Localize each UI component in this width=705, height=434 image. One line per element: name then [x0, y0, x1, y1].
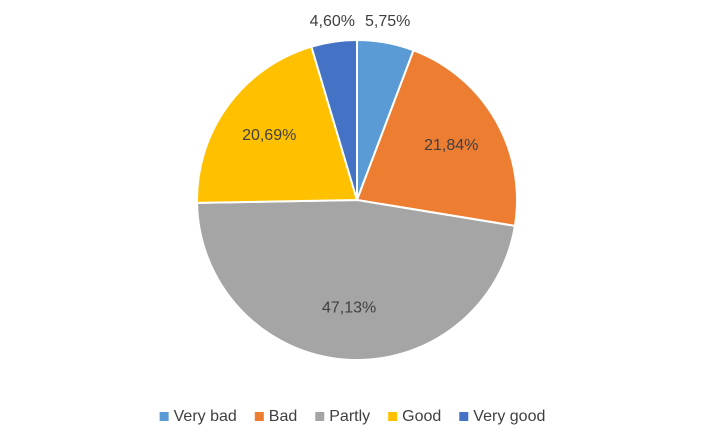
legend-swatch — [388, 412, 398, 421]
data-label: 47,13% — [322, 300, 376, 317]
legend: Very bad Bad Partly Good Very good — [159, 408, 545, 425]
legend-swatch — [254, 412, 264, 421]
legend-swatch — [459, 412, 469, 421]
data-label: 20,69% — [242, 127, 296, 144]
legend-label: Bad — [269, 408, 297, 425]
legend-label: Partly — [329, 408, 370, 425]
pie-slice — [196, 45, 359, 204]
data-label: 4,60% — [310, 13, 355, 30]
legend-swatch — [315, 412, 325, 421]
pie-slice — [355, 49, 518, 228]
legend-label: Very bad — [174, 408, 237, 425]
data-label: 5,75% — [365, 13, 410, 30]
data-label: 21,84% — [424, 137, 478, 154]
pie-slice — [310, 38, 358, 201]
legend-label: Good — [402, 408, 441, 425]
legend-label: Very good — [473, 408, 545, 425]
pie-slice — [196, 198, 517, 361]
legend-swatch — [159, 412, 169, 421]
